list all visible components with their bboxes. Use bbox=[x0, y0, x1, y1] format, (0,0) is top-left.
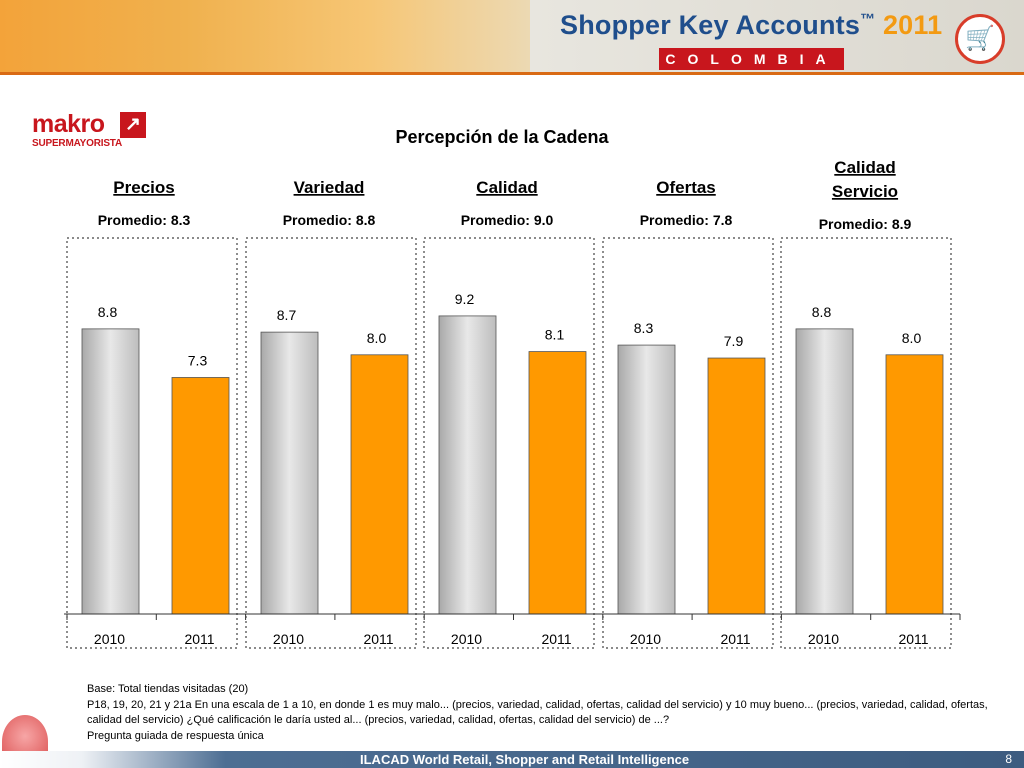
makro-logo: makro ↗ SUPERMAYORISTA bbox=[32, 110, 150, 154]
brand-title: Shopper Key Accounts™ 2011 bbox=[560, 10, 942, 41]
group-box-1 bbox=[66, 237, 238, 649]
bar-4-2011 bbox=[707, 357, 766, 615]
logo-subtitle: SUPERMAYORISTA bbox=[32, 138, 122, 149]
group-title-1: Precios bbox=[113, 178, 174, 197]
header-left-graphic bbox=[0, 0, 530, 72]
logo-name: makro bbox=[32, 110, 105, 138]
year-label-4-2011: 2011 bbox=[720, 631, 750, 647]
value-label-1-2010: 8.8 bbox=[98, 304, 118, 320]
bar-3-2011 bbox=[528, 351, 587, 615]
year-label-2-2011: 2011 bbox=[363, 631, 393, 647]
group-average-4: Promedio: 7.8 bbox=[640, 212, 733, 228]
value-label-4-2010: 8.3 bbox=[634, 320, 654, 336]
arrow-up-right-icon: ↗ bbox=[120, 112, 146, 138]
year-label-3-2011: 2011 bbox=[541, 631, 571, 647]
group-title-2: Variedad bbox=[294, 178, 365, 197]
bar-2-2011 bbox=[350, 354, 409, 615]
value-label-5-2011: 8.0 bbox=[902, 330, 922, 346]
year-label-3-2010: 2010 bbox=[451, 631, 482, 647]
country-label: COLOMBIA bbox=[659, 48, 844, 70]
year-label-5-2011: 2011 bbox=[898, 631, 928, 647]
group-average-2: Promedio: 8.8 bbox=[283, 212, 376, 228]
shopping-cart-icon: 🛒 bbox=[955, 14, 1005, 64]
bar-5-2010 bbox=[795, 328, 854, 615]
group-box-5 bbox=[780, 237, 952, 649]
group-title-4: Ofertas bbox=[656, 178, 716, 197]
footnote-base: Base: Total tiendas visitadas (20) bbox=[87, 683, 249, 695]
bar-2-2010 bbox=[260, 331, 319, 615]
footer-text: ILACAD World Retail, Shopper and Retail … bbox=[360, 752, 690, 767]
year-label-1-2011: 2011 bbox=[184, 631, 214, 647]
brand-trademark: ™ bbox=[860, 11, 876, 28]
footer-bar: ILACAD World Retail, Shopper and Retail … bbox=[0, 751, 1024, 768]
group-box-2 bbox=[245, 237, 417, 649]
value-label-4-2011: 7.9 bbox=[724, 333, 744, 349]
footnote-guide: Pregunta guiada de respuesta única bbox=[87, 729, 264, 742]
year-label-1-2010: 2010 bbox=[94, 631, 125, 647]
bar-5-2011 bbox=[885, 354, 944, 615]
bar-4-2010 bbox=[617, 344, 676, 615]
group-average-5: Promedio: 8.9 bbox=[819, 216, 912, 232]
header-banner: Shopper Key Accounts™ 2011 COLOMBIA 🛒 bbox=[0, 0, 1024, 75]
value-label-2-2010: 8.7 bbox=[277, 307, 297, 323]
brand-name: Shopper Key Accounts bbox=[560, 10, 861, 40]
group-title-3: Calidad bbox=[476, 178, 537, 197]
header-divider bbox=[0, 72, 1024, 75]
group-title-5: Servicio bbox=[832, 182, 898, 201]
group-average-1: Promedio: 8.3 bbox=[98, 212, 191, 228]
chart-title: Percepción de la Cadena bbox=[395, 127, 609, 147]
footnote-question: P18, 19, 20, 21 y 21a En una escala de 1… bbox=[87, 698, 988, 727]
group-average-3: Promedio: 9.0 bbox=[461, 212, 554, 228]
bar-1-2011 bbox=[171, 377, 230, 615]
bar-1-2010 bbox=[81, 328, 140, 615]
bar-chart: Precios Promedio: 8.3 8.8 2010 7.3 2011 Varied… bbox=[64, 158, 961, 649]
year-label-5-2010: 2010 bbox=[808, 631, 839, 647]
value-label-1-2011: 7.3 bbox=[188, 352, 208, 368]
value-label-5-2010: 8.8 bbox=[812, 304, 832, 320]
footnote: Base: Total tiendas visitadas (20) P18, … bbox=[87, 682, 997, 744]
page-number: 8 bbox=[1005, 752, 1012, 766]
bar-3-2010 bbox=[438, 315, 497, 615]
group-box-3 bbox=[423, 237, 595, 649]
value-label-3-2010: 9.2 bbox=[455, 291, 475, 307]
year-label-4-2010: 2010 bbox=[630, 631, 661, 647]
value-label-3-2011: 8.1 bbox=[545, 327, 565, 343]
year-label-2-2010: 2010 bbox=[273, 631, 304, 647]
brand-year: 2011 bbox=[882, 10, 943, 40]
value-label-2-2011: 8.0 bbox=[367, 330, 387, 346]
group-title-5: Calidad bbox=[834, 158, 895, 177]
group-box-4 bbox=[602, 237, 774, 649]
